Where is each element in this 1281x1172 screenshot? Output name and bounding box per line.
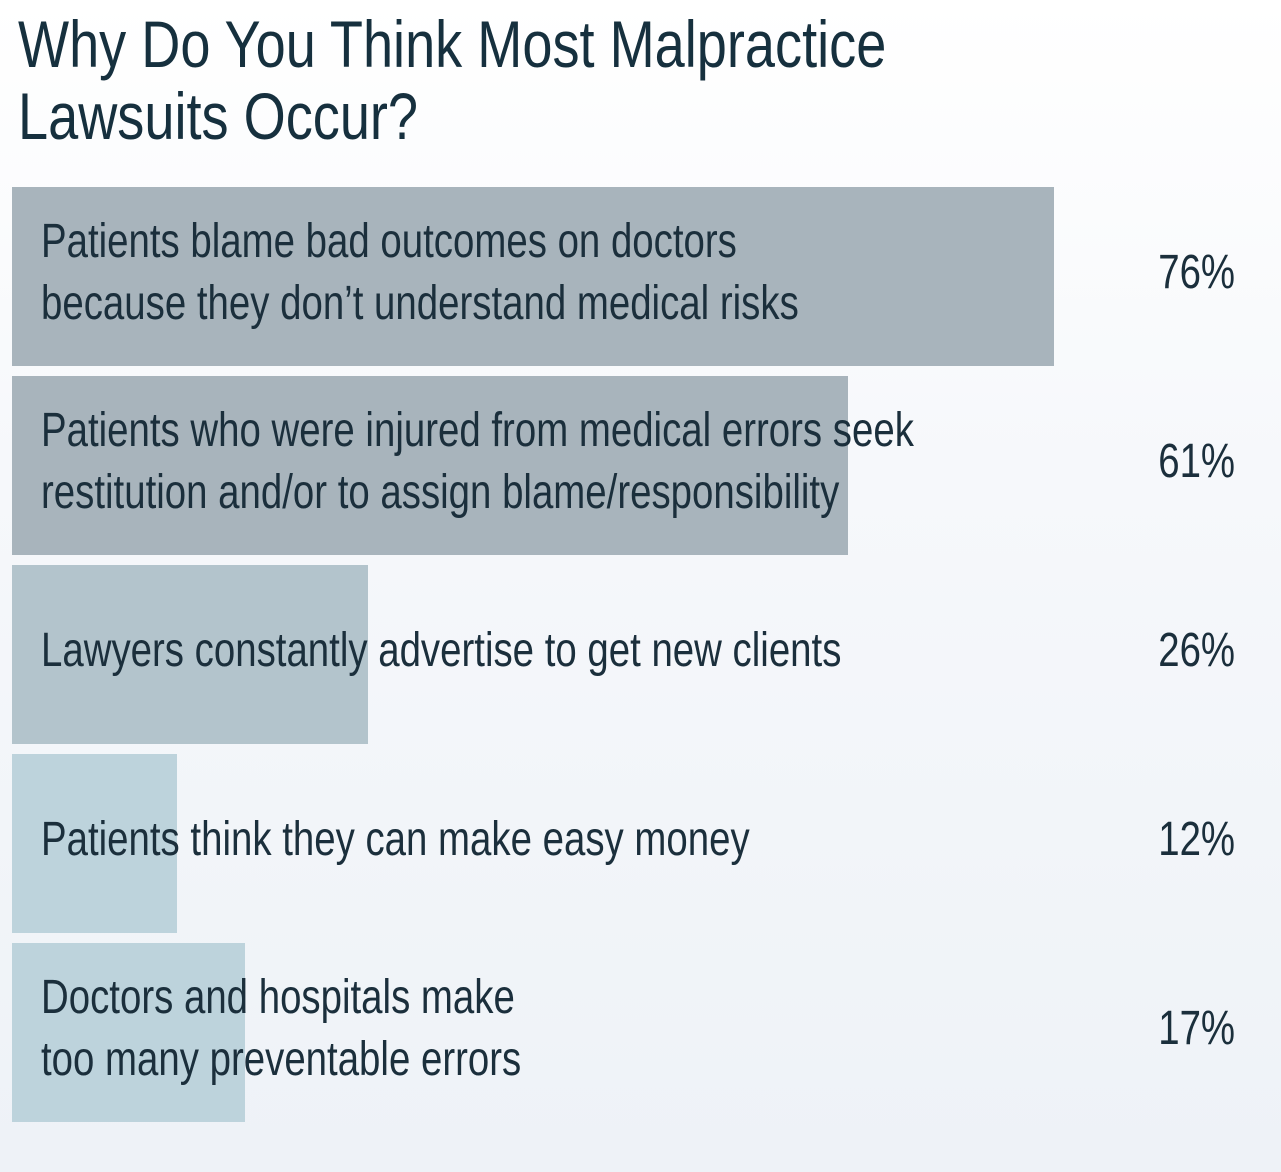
bar <box>12 187 1054 366</box>
value-label: 76% <box>1158 245 1235 299</box>
value-label: 61% <box>1158 434 1235 488</box>
chart-title: Why Do You Think Most Malpractice Lawsui… <box>18 7 887 153</box>
category-label: Patients blame bad outcomes on doctors b… <box>41 214 799 330</box>
value-label: 12% <box>1158 812 1235 866</box>
value-label: 26% <box>1158 623 1235 677</box>
category-label: Doctors and hospitals make too many prev… <box>41 970 522 1086</box>
bar <box>12 754 177 933</box>
category-label: Patients think they can make easy money <box>41 812 750 866</box>
bar <box>12 376 849 555</box>
category-label: Lawyers constantly advertise to get new … <box>41 623 842 677</box>
bar <box>12 565 369 744</box>
bar <box>12 943 246 1122</box>
value-label: 17% <box>1158 1001 1235 1055</box>
category-label: Patients who were injured from medical e… <box>41 403 914 519</box>
